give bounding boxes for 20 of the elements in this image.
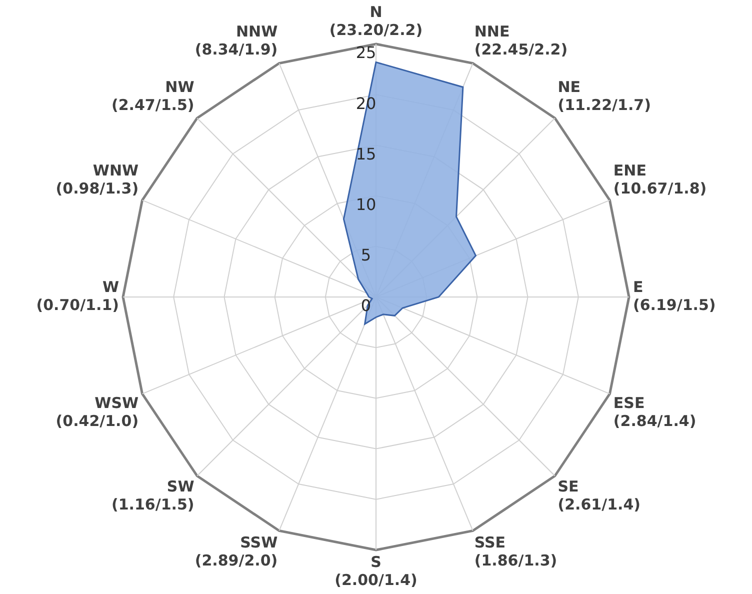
spoke-label: SW (1.16/1.5) bbox=[111, 478, 195, 514]
y-tick-label: 10 bbox=[356, 194, 376, 214]
y-tick-label: 15 bbox=[356, 144, 376, 164]
spoke-label: S (2.00/1.4) bbox=[334, 552, 418, 589]
spoke-label: SSW (2.89/2.0) bbox=[194, 533, 278, 570]
spoke-label: WSW (0.42/1.0) bbox=[56, 394, 140, 430]
spoke-label: NNE (22.45/2.2) bbox=[474, 22, 568, 58]
spoke-label: E (6.19/1.5) bbox=[633, 278, 716, 314]
spoke-label: NW (2.47/1.5) bbox=[111, 78, 195, 114]
spoke-label: NE (11.22/1.7) bbox=[558, 78, 651, 114]
spoke-label: SSE (1.86/1.3) bbox=[474, 533, 558, 570]
spoke-label: ESE (2.84/1.4) bbox=[613, 394, 696, 430]
spoke-label: W (0.70/1.1) bbox=[36, 278, 120, 314]
y-tick-label: 5 bbox=[360, 246, 372, 265]
spoke-label: NNW (8.34/1.9) bbox=[194, 22, 278, 58]
spoke-label: SE (2.61/1.4) bbox=[558, 478, 641, 514]
spoke-label: ENE (10.67/1.8) bbox=[613, 162, 707, 198]
y-tick-label: 25 bbox=[356, 43, 376, 62]
spoke-label: WNW (0.98/1.3) bbox=[56, 162, 140, 198]
spoke-label: N (23.20/2.2) bbox=[329, 2, 423, 39]
